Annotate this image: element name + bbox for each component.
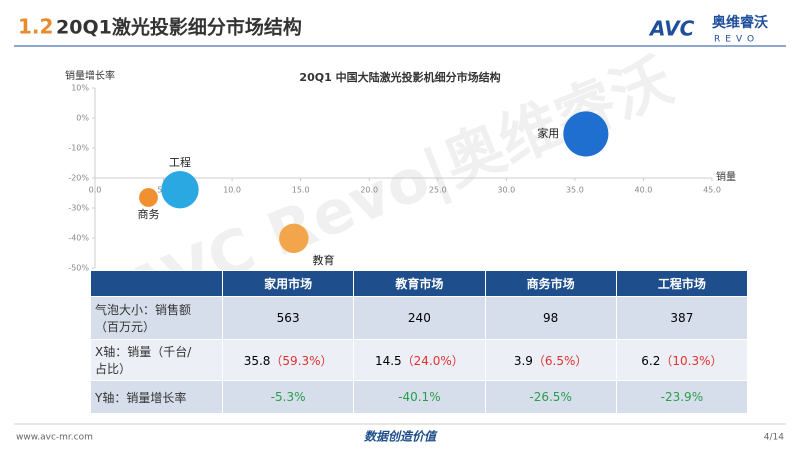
column-header: 工程市场 bbox=[615, 270, 749, 297]
table-cell: -40.1% bbox=[353, 380, 486, 414]
cell-value: 98 bbox=[542, 311, 559, 325]
bubble-label: 商务 bbox=[137, 207, 159, 221]
x-tick-label: 15.0 bbox=[292, 186, 310, 195]
table-cell: 563 bbox=[221, 296, 355, 340]
row-label: X轴：销量（千台/占比） bbox=[90, 339, 223, 381]
bubble bbox=[279, 223, 309, 254]
column-header: 家用市场 bbox=[221, 270, 355, 297]
bubble-label: 教育 bbox=[313, 253, 335, 267]
row-label-line: 占比） bbox=[95, 362, 132, 376]
table-cell: 35.8（59.3%） bbox=[221, 339, 355, 381]
y-tick-label: 0% bbox=[76, 114, 89, 123]
row-label: 气泡大小：销售额 （百万元） bbox=[90, 296, 223, 340]
cell-value: -26.5% bbox=[529, 390, 572, 404]
y-tick-label: 10% bbox=[71, 84, 89, 93]
cell-value: -23.9% bbox=[660, 390, 704, 404]
cell-value: 6.2 bbox=[641, 353, 661, 368]
logo-brand: AVC bbox=[648, 17, 695, 41]
x-axis-label: 销量 bbox=[716, 170, 736, 183]
x-tick-label: 20.0 bbox=[360, 186, 378, 195]
y-tick-label: -10% bbox=[68, 144, 89, 153]
x-tick-label: 0.0 bbox=[89, 186, 102, 195]
header-row: 家用市场 教育市场 商务市场 工程市场 bbox=[90, 270, 749, 297]
cell-value: 35.8 bbox=[243, 353, 271, 368]
corner-cell bbox=[90, 270, 223, 297]
x-tick-label: 30.0 bbox=[497, 186, 515, 195]
bubble-label: 工程 bbox=[169, 156, 191, 169]
section-number: 1.2 bbox=[18, 15, 53, 39]
y-tick-label: -30% bbox=[68, 204, 89, 213]
row-label-line: （百万元） bbox=[95, 320, 156, 334]
table-row: X轴：销量（千台/占比） 35.8（59.3%） 14.5（24.0%） 3.9（6.… bbox=[90, 339, 749, 381]
cell-value: -40.1% bbox=[398, 390, 441, 404]
bubble bbox=[139, 188, 158, 207]
bubble-label: 家用 bbox=[537, 126, 559, 140]
table-cell: -23.9% bbox=[615, 380, 749, 414]
table-row: Y轴：销量增长率 -5.3% -40.1% -26.5% -23.9% bbox=[90, 380, 749, 414]
chart-title: 20Q1 中国大陆激光投影机细分市场结构 bbox=[299, 70, 500, 84]
y-axis-label: 销量增长率 bbox=[65, 69, 115, 82]
footer-slogan: 数据创造价值 bbox=[364, 430, 438, 444]
x-tick-label: 35.0 bbox=[566, 186, 584, 195]
row-label-line: X轴：销量（千台/ bbox=[95, 345, 192, 359]
cell-value: 3.9 bbox=[513, 353, 533, 368]
table-cell: 14.5（24.0%） bbox=[353, 339, 486, 381]
cell-share: （59.3%） bbox=[270, 353, 333, 368]
cell-value: 240 bbox=[407, 311, 431, 325]
row-label: Y轴：销量增长率 bbox=[90, 380, 223, 414]
table-row: 气泡大小：销售额 （百万元） 563 240 98 387 bbox=[90, 296, 749, 340]
cell-value: -5.3% bbox=[270, 390, 306, 404]
bubble bbox=[563, 111, 609, 157]
page-number: 4/14 bbox=[764, 433, 784, 443]
table-cell: 98 bbox=[484, 296, 617, 340]
x-tick-label: 40.0 bbox=[635, 186, 653, 195]
slide-title: 20Q1激光投影细分市场结构 bbox=[56, 16, 302, 39]
table-cell: 3.9（6.5%） bbox=[484, 339, 617, 381]
cell-share: （24.0%） bbox=[401, 353, 464, 368]
y-tick-label: -50% bbox=[68, 264, 89, 273]
cell-value: 14.5 bbox=[374, 353, 402, 368]
x-tick-label: 10.0 bbox=[223, 186, 241, 195]
row-label-line: Y轴：销量增长率 bbox=[95, 390, 187, 405]
data-table: 家用市场 教育市场 商务市场 工程市场气泡大小：销售额 （百万元） 563 240 98 387… bbox=[90, 270, 749, 414]
footer-url: www.avc-mr.com bbox=[16, 433, 93, 443]
y-tick-label: -20% bbox=[68, 174, 89, 183]
bubble bbox=[161, 171, 199, 209]
cell-share: （10.3%） bbox=[660, 353, 723, 368]
y-tick-label: -40% bbox=[68, 234, 89, 243]
cell-value: 563 bbox=[276, 311, 300, 325]
cell-value: 387 bbox=[670, 311, 694, 325]
table-cell: 240 bbox=[353, 296, 486, 340]
x-tick-label: 45.0 bbox=[703, 186, 721, 195]
logo-name: 奥维睿沃 bbox=[712, 14, 768, 31]
table-cell: 6.2（10.3%） bbox=[615, 339, 749, 381]
row-label-line: 气泡大小：销售额 bbox=[95, 303, 192, 317]
x-tick-label: 25.0 bbox=[429, 186, 447, 195]
logo-sub: REVO bbox=[714, 35, 759, 45]
table-cell: 387 bbox=[615, 296, 749, 340]
column-header: 教育市场 bbox=[353, 270, 486, 297]
table-cell: -26.5% bbox=[484, 380, 617, 414]
column-header: 商务市场 bbox=[484, 270, 617, 297]
cell-share: （6.5%） bbox=[532, 353, 588, 368]
table-cell: -5.3% bbox=[221, 380, 355, 414]
